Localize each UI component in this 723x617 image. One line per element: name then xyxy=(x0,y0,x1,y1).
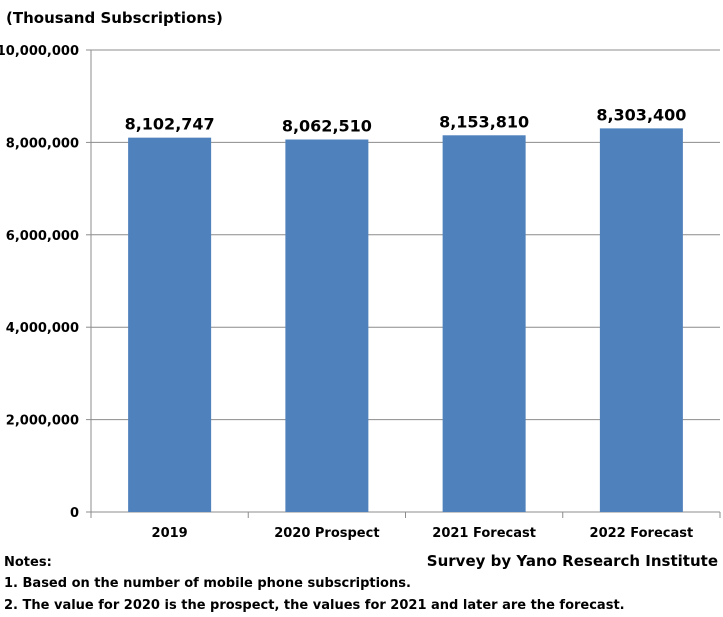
note-item-1: 1. Based on the number of mobile phone s… xyxy=(4,576,411,591)
bar-chart: 0 2,000,000 4,000,000 6,000,000 8,000,000 10,… xyxy=(0,44,721,541)
x-tick-label: 2021 Forecast xyxy=(432,526,536,541)
x-tick-label: 2022 Forecast xyxy=(590,526,694,541)
y-tick-label: 0 xyxy=(70,506,79,521)
y-tick-label: 8,000,000 xyxy=(6,136,79,151)
data-label: 8,153,810 xyxy=(439,112,529,131)
survey-credit: Survey by Yano Research Institute xyxy=(426,552,718,570)
y-tick-label: 4,000,000 xyxy=(6,321,79,336)
notes-heading: Notes: xyxy=(4,555,52,570)
unit-label: (Thousand Subscriptions) xyxy=(6,9,223,27)
y-tick-label: 10,000,000 xyxy=(0,44,79,59)
bar xyxy=(442,135,526,512)
bar xyxy=(599,128,683,512)
data-label: 8,303,400 xyxy=(596,105,686,124)
bar xyxy=(285,139,369,513)
y-tick-label: 6,000,000 xyxy=(6,229,79,244)
bar xyxy=(128,137,212,513)
data-label: 8,062,510 xyxy=(282,117,372,136)
x-tick-label: 2019 xyxy=(152,526,188,541)
y-tick-label: 2,000,000 xyxy=(6,414,79,429)
data-label: 8,102,747 xyxy=(125,115,215,134)
x-tick-label: 2020 Prospect xyxy=(274,526,379,541)
note-item-2: 2. The value for 2020 is the prospect, t… xyxy=(4,598,625,613)
